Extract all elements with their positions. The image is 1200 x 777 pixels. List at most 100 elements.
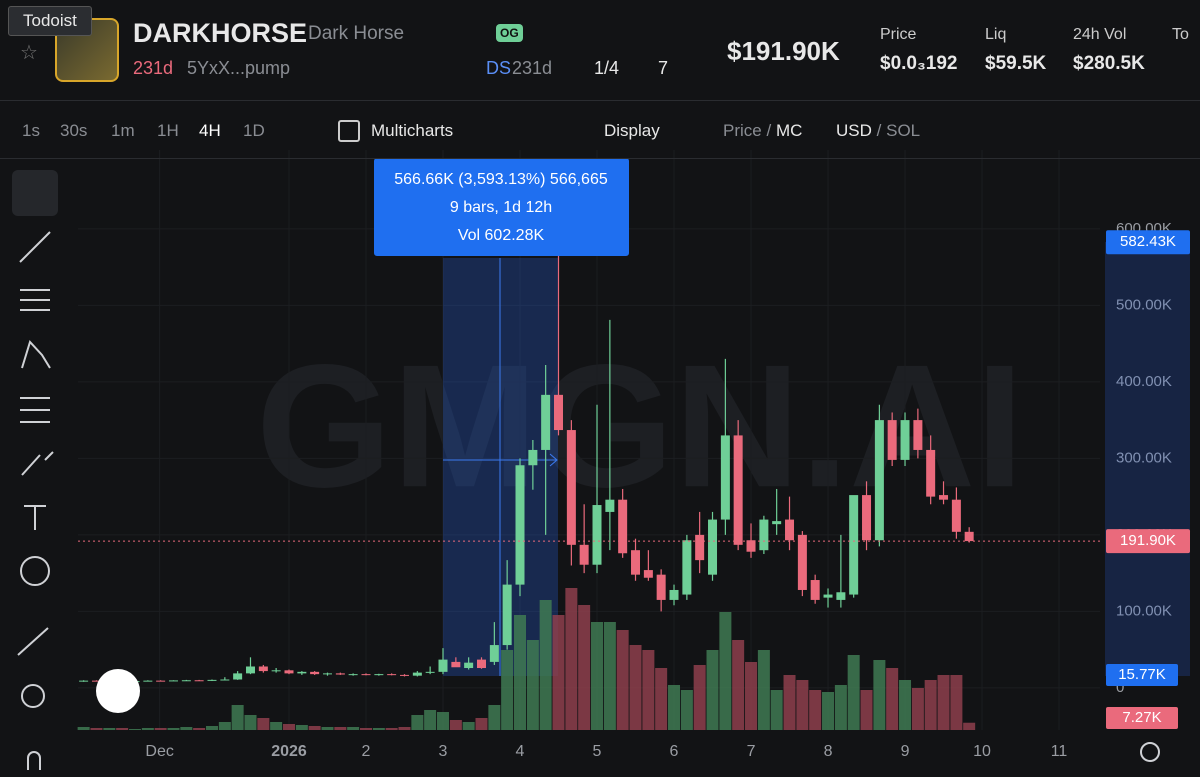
candle-body (143, 680, 153, 682)
candle-body (849, 495, 859, 595)
settings-icon (1140, 742, 1160, 762)
candle-body (605, 499, 615, 512)
volume-bar (924, 680, 937, 730)
candle-body (810, 580, 820, 600)
measure-arrow (549, 453, 558, 467)
candle-body (425, 671, 435, 673)
volume-bar (539, 600, 552, 730)
price-tag (1106, 529, 1190, 554)
toolbar: 1s 30s 1m 1H 4H 1D Multicharts Display Price … (0, 101, 1200, 159)
candle-body (951, 499, 961, 532)
candle-body (900, 420, 910, 460)
candle-body (79, 680, 89, 682)
candle-body (592, 505, 602, 565)
volume-bar (180, 727, 193, 730)
candle-body (785, 519, 795, 541)
volume-bar (449, 720, 462, 730)
brush-tool (21, 451, 54, 476)
candle-body (464, 662, 474, 669)
candle-body (207, 679, 217, 681)
candle-body (374, 674, 384, 676)
crosshair-tool[interactable] (12, 170, 58, 216)
display[interactable]: Display (604, 121, 660, 140)
volume-bar (321, 727, 334, 730)
market-cap: $191.90K (727, 36, 840, 66)
volume-bar (680, 690, 693, 730)
sol-opt: SOL (886, 121, 921, 140)
candle-body (387, 674, 397, 676)
volume-bar (911, 688, 924, 730)
stat-label: Price (880, 26, 917, 43)
crown-count: 1/4 (594, 58, 620, 78)
candle-body (669, 589, 679, 600)
y-tick-label: 400.00K (1116, 373, 1172, 390)
price-mc[interactable]: Price / MC (723, 121, 802, 141)
volume-bar (514, 615, 527, 730)
interval[interactable]: 1s (22, 121, 40, 140)
interval[interactable]: 4H (199, 121, 221, 140)
candle-body (797, 534, 807, 590)
volume-bar (950, 675, 963, 730)
candle-body (489, 645, 499, 662)
volume-bar (616, 630, 629, 730)
volume-bar (603, 622, 616, 730)
ruler-tool (17, 627, 49, 656)
usd-sol[interactable]: USD / SOL (836, 121, 920, 141)
volume-bar (783, 675, 796, 730)
volume-bar (193, 728, 206, 730)
volume-bar (886, 668, 899, 730)
checkbox[interactable] (338, 120, 360, 142)
x-tick-label: 7 (747, 743, 756, 760)
address[interactable]: 5YxX...pump (187, 58, 291, 78)
age: 231d (133, 58, 174, 78)
y-tick-label: 0 (1116, 679, 1124, 696)
volume-bar (270, 722, 283, 730)
candle-body (887, 420, 897, 460)
candle-body (271, 670, 281, 672)
x-tick-label: 6 (670, 743, 679, 760)
volume-bar (334, 727, 347, 730)
x-tick-label: 4 (516, 743, 525, 760)
y-tick-label: 500.00K (1116, 296, 1172, 313)
volume-bar (937, 675, 950, 730)
interval[interactable]: 1H (157, 121, 179, 140)
symbol: DARKHORSE (133, 18, 308, 48)
candle-body (438, 659, 448, 672)
volume-bar (668, 685, 681, 730)
volume-bar (167, 728, 180, 730)
interval[interactable]: 30s (60, 121, 88, 140)
tv-logo (96, 669, 140, 713)
price-tag-label: 582.43K (1120, 233, 1176, 250)
volume-bar (385, 728, 398, 730)
x-tick-label: 10 (973, 743, 991, 760)
interval[interactable]: 1m (111, 121, 135, 140)
multicharts[interactable]: Multicharts (371, 121, 454, 140)
volume-bar (424, 710, 437, 730)
candle-body (733, 435, 743, 545)
candle-body (566, 430, 576, 545)
candle-body (451, 661, 461, 668)
volume-bar (90, 728, 103, 730)
volume-bar (796, 680, 809, 730)
star-icon[interactable]: ☆ (20, 42, 38, 64)
ds-label: DS (486, 58, 512, 78)
candle-body (156, 680, 166, 682)
measure-axis-band (1105, 242, 1190, 676)
volume-bar (218, 722, 231, 730)
volume-bar (231, 705, 244, 730)
candle-body (541, 394, 551, 450)
interval[interactable]: 1D (243, 121, 265, 140)
ds-age: 231d (512, 58, 553, 78)
volume-bar (295, 725, 308, 730)
sep: / (766, 121, 772, 140)
candle-body (245, 666, 255, 674)
volume-tag (1106, 664, 1178, 686)
candle-body (695, 534, 705, 561)
volume-bar (591, 622, 604, 730)
candle-body (168, 680, 178, 682)
stat-value: $0.0₃192 (880, 53, 958, 74)
price-tag-label: 191.90K (1120, 532, 1176, 549)
volume-bar (244, 715, 257, 730)
measure-text: 9 bars, 1d 12h (450, 199, 552, 216)
token-name: Dark Horse (308, 23, 405, 44)
